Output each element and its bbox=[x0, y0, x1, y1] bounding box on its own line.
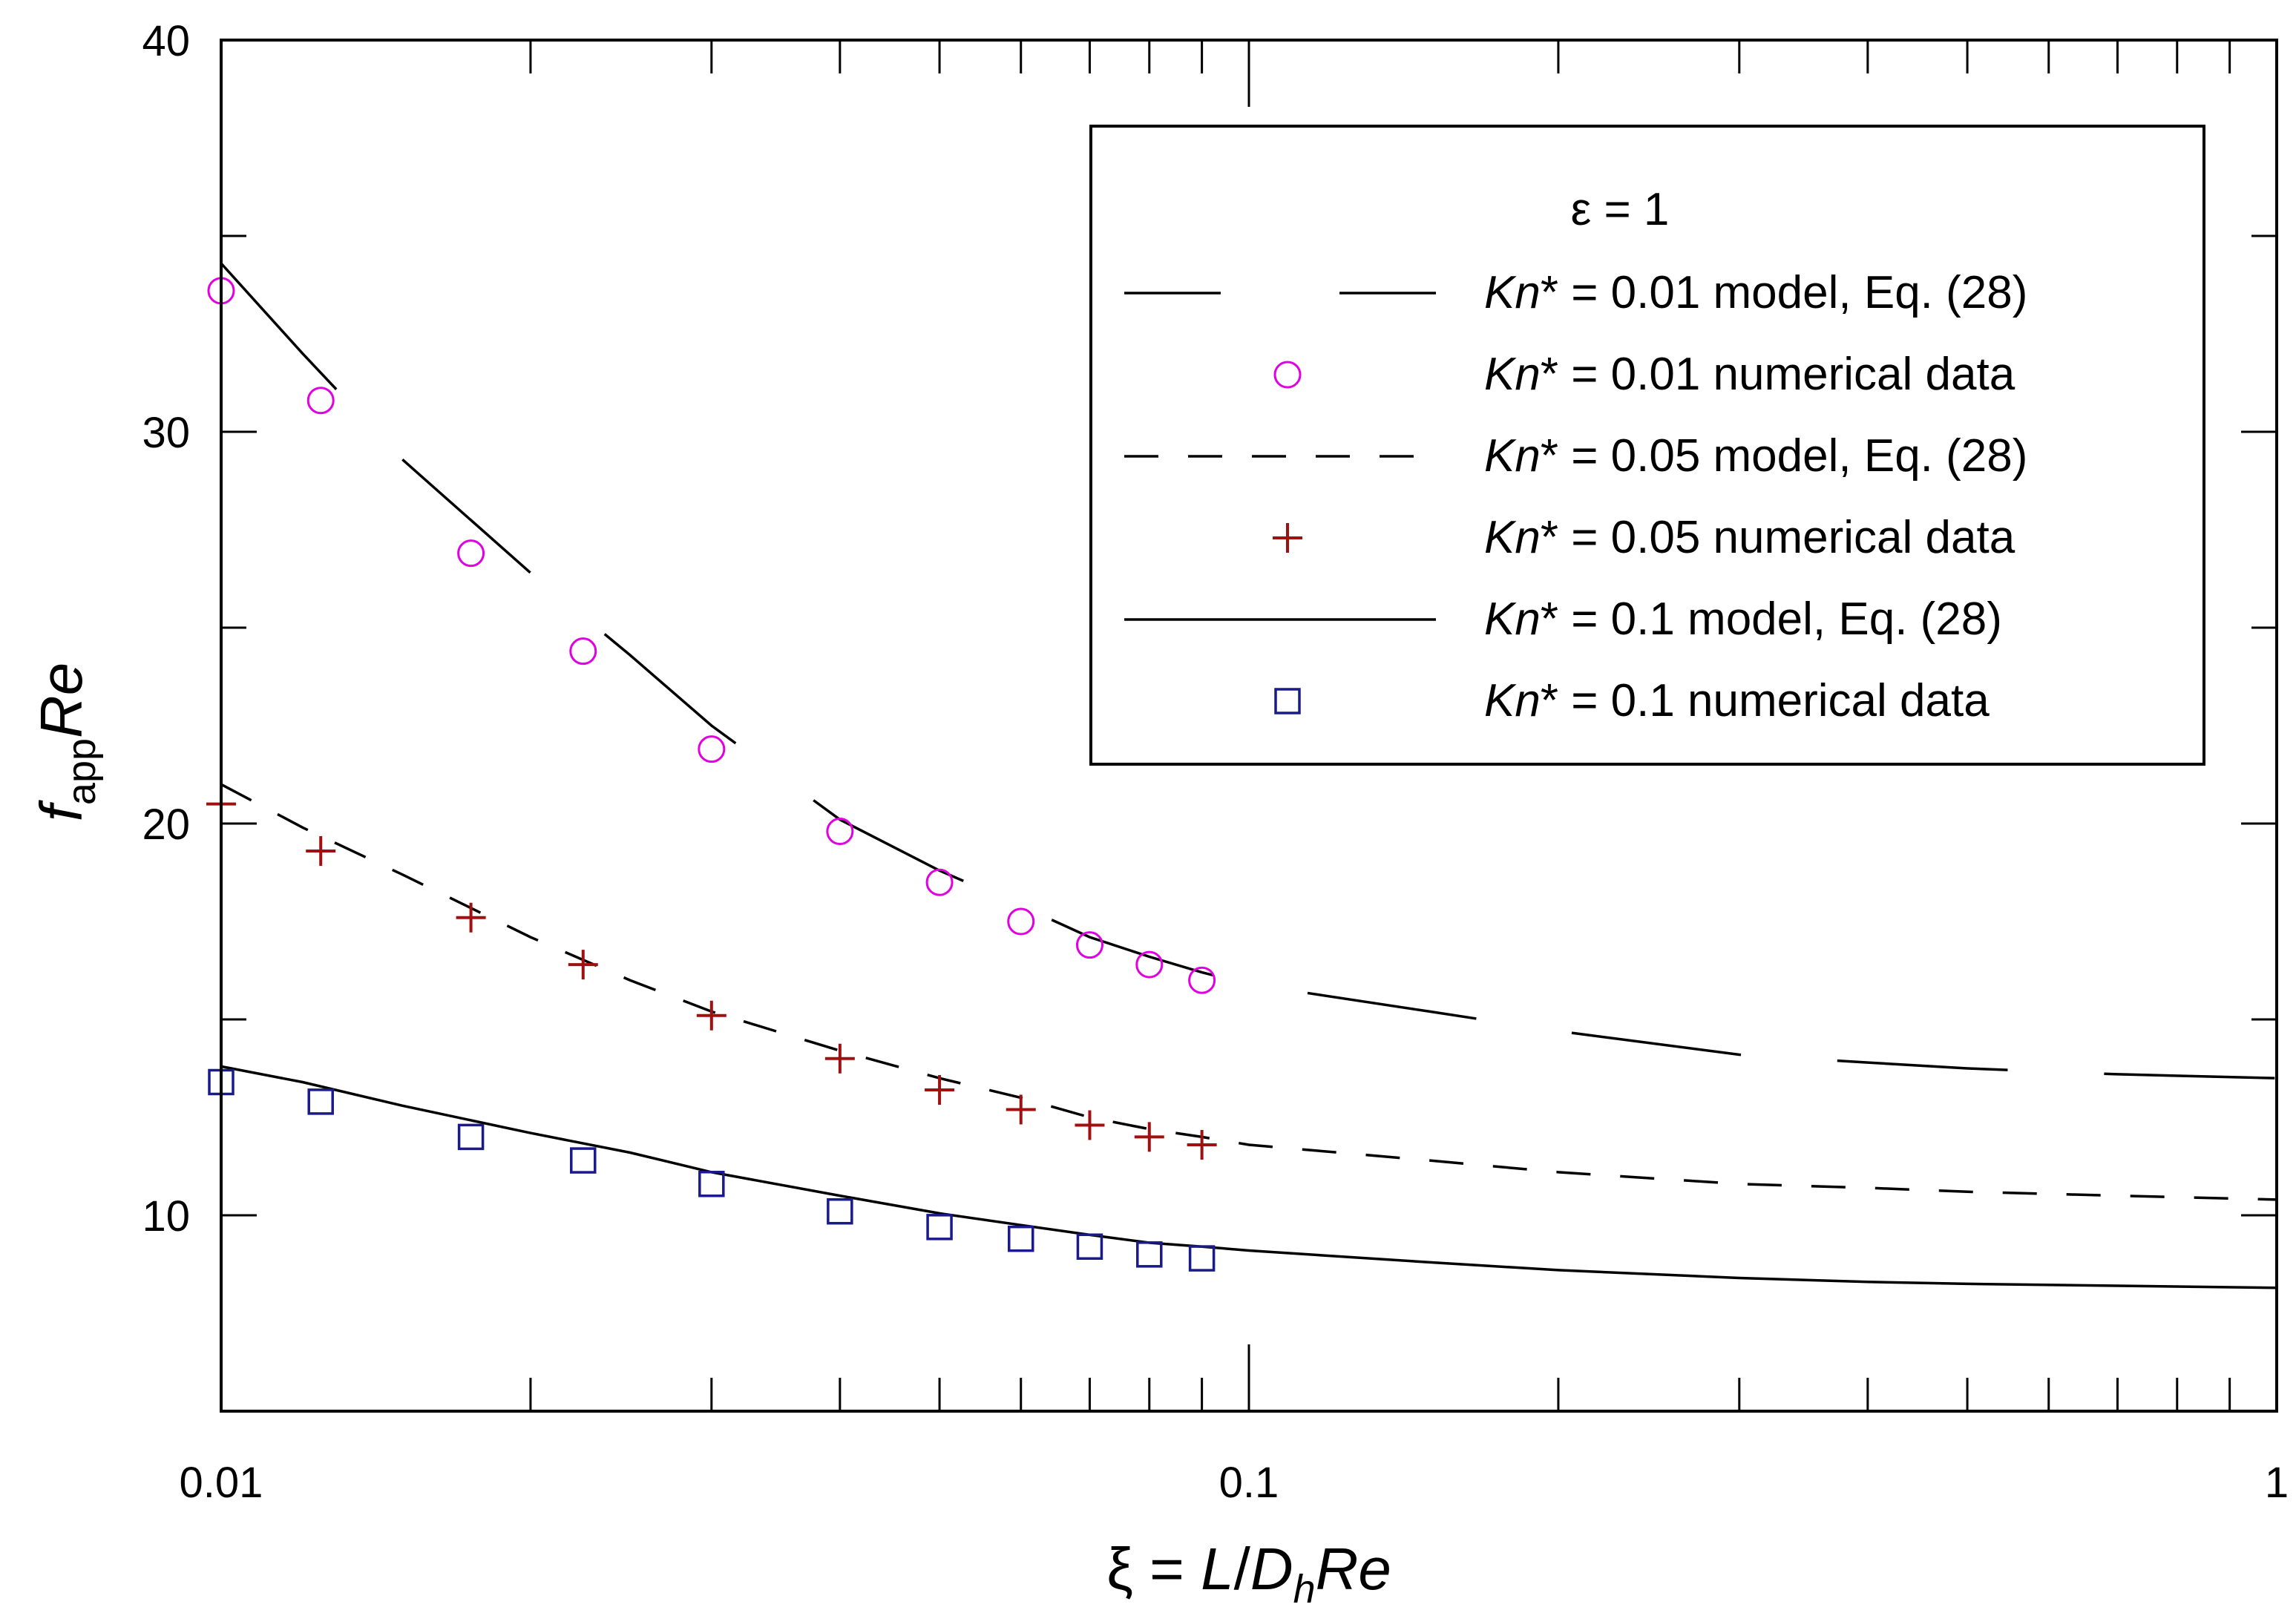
data-point-plus bbox=[1134, 1122, 1164, 1152]
y-tick-labels: 10 20 30 40 bbox=[142, 17, 190, 1241]
legend-marker-sample-plus bbox=[1273, 523, 1302, 553]
legend-entry-kn01-model-text: * = 0.1 model, Eq. (28) bbox=[1541, 594, 2002, 645]
data-point-square bbox=[570, 1147, 597, 1174]
x-tick-label-0.01: 0.01 bbox=[180, 1459, 263, 1507]
data-point-square bbox=[926, 1214, 953, 1241]
data-point-plus bbox=[1075, 1110, 1105, 1140]
y-axis-label-Re: Re bbox=[28, 663, 94, 738]
legend-entries: Kn* = 0.01 model, Eq. (28) Kn* = 0.01 nu… bbox=[1484, 267, 2027, 726]
data-point-circle bbox=[1075, 931, 1103, 959]
legend-entry-kn001-model: Kn* = 0.01 model, Eq. (28) bbox=[1484, 267, 2027, 318]
legend-box bbox=[1089, 125, 2205, 766]
legend-entry-kn01-model-kn: Kn bbox=[1484, 594, 1541, 645]
legend-entry-kn001-data-text: * = 0.01 numerical data bbox=[1541, 349, 2015, 400]
series-0 bbox=[220, 262, 2277, 1080]
x-tick-label-1: 1 bbox=[2265, 1459, 2289, 1507]
y-axis-label: fappRe bbox=[28, 663, 104, 822]
data-point-square bbox=[457, 1123, 485, 1151]
data-point-circle bbox=[457, 539, 485, 568]
data-point-square bbox=[1007, 1225, 1034, 1252]
legend-entry-kn005-data: Kn* = 0.05 numerical data bbox=[1484, 512, 2015, 563]
y-tick-label-10: 10 bbox=[142, 1192, 190, 1241]
x-axis-label-subscript-h: h bbox=[1293, 1567, 1316, 1610]
data-point-plus bbox=[456, 902, 486, 933]
ticks-layer bbox=[220, 39, 2277, 1413]
data-point-plus bbox=[306, 835, 336, 866]
x-tick-label-0.1: 0.1 bbox=[1219, 1459, 1279, 1507]
data-point-plus bbox=[568, 950, 598, 980]
legend-entry-kn001-model-text: * = 0.01 model, Eq. (28) bbox=[1541, 267, 2028, 318]
data-point-circle bbox=[1135, 950, 1164, 979]
legend-marker-sample-square bbox=[1274, 688, 1301, 714]
legend-entry-kn001-data-kn: Kn bbox=[1484, 349, 1541, 400]
x-axis-label: ξ = L/DhRe bbox=[1106, 1536, 1391, 1610]
legend-entry-kn001-model-kn: Kn bbox=[1484, 267, 1541, 318]
data-point-circle bbox=[306, 387, 335, 415]
legend-entry-kn005-data-text: * = 0.05 numerical data bbox=[1541, 512, 2015, 563]
x-tick-labels: 0.01 0.1 1 bbox=[180, 1459, 2289, 1507]
legend-entry-kn005-model-kn: Kn bbox=[1484, 430, 1541, 482]
x-axis-label-slash: / bbox=[1234, 1536, 1251, 1602]
legend-entry-kn005-model: Kn* = 0.05 model, Eq. (28) bbox=[1484, 430, 2027, 482]
legend-entry-kn01-model: Kn* = 0.1 model, Eq. (28) bbox=[1484, 594, 2002, 645]
data-point-plus bbox=[696, 1000, 726, 1031]
data-point-square bbox=[827, 1197, 853, 1225]
legend: ε = 1 Kn* = 0.01 model, Eq. (28) Kn* = 0… bbox=[1089, 125, 2205, 766]
data-point-plus bbox=[1006, 1094, 1036, 1125]
series-5 bbox=[208, 1068, 1216, 1272]
y-tick-label-40: 40 bbox=[142, 17, 190, 65]
series-2 bbox=[220, 783, 2277, 1201]
data-point-circle bbox=[569, 637, 597, 666]
x-axis-label-L: L bbox=[1201, 1536, 1234, 1602]
y-axis-label-subscript-app: app bbox=[59, 738, 104, 805]
legend-entry-kn01-data-text: * = 0.1 numerical data bbox=[1541, 675, 1990, 726]
data-point-square bbox=[1188, 1245, 1216, 1272]
data-point-circle bbox=[1007, 907, 1035, 936]
legend-entry-kn01-data: Kn* = 0.1 numerical data bbox=[1484, 675, 1990, 726]
series-layer bbox=[206, 262, 2277, 1289]
x-axis-label-prefix: ξ = bbox=[1106, 1536, 1201, 1602]
data-point-plus bbox=[824, 1043, 855, 1074]
data-point-square bbox=[307, 1088, 334, 1115]
legend-entry-kn01-data-kn: Kn bbox=[1484, 675, 1541, 726]
legend-marker-sample-circle bbox=[1273, 361, 1302, 389]
legend-entry-kn005-data-kn: Kn bbox=[1484, 512, 1541, 563]
series-line-2 bbox=[220, 783, 2277, 1201]
plot-area-frame bbox=[220, 39, 2278, 1413]
y-tick-label-30: 30 bbox=[142, 409, 190, 457]
x-axis-label-Re: Re bbox=[1316, 1536, 1391, 1602]
series-line-0 bbox=[220, 262, 2277, 1080]
series-line-4 bbox=[220, 1065, 2277, 1289]
data-point-circle bbox=[1188, 966, 1216, 994]
x-axis-label-D: D bbox=[1250, 1536, 1293, 1602]
legend-samples bbox=[1124, 292, 1436, 714]
legend-title: ε = 1 bbox=[1571, 184, 1670, 235]
data-point-square bbox=[1076, 1233, 1103, 1260]
data-point-plus bbox=[1187, 1129, 1217, 1160]
legend-entry-kn005-model-text: * = 0.05 model, Eq. (28) bbox=[1541, 430, 2028, 482]
data-point-square bbox=[698, 1171, 725, 1197]
y-tick-label-20: 20 bbox=[142, 801, 190, 849]
legend-entry-kn001-data: Kn* = 0.01 numerical data bbox=[1484, 349, 2015, 400]
series-3 bbox=[206, 789, 1217, 1160]
data-point-circle bbox=[826, 818, 854, 846]
data-point-plus bbox=[925, 1075, 955, 1105]
series-1 bbox=[207, 277, 1216, 994]
series-4 bbox=[220, 1065, 2277, 1289]
data-point-circle bbox=[925, 868, 954, 896]
data-point-square bbox=[1136, 1241, 1163, 1268]
data-point-circle bbox=[698, 735, 726, 763]
